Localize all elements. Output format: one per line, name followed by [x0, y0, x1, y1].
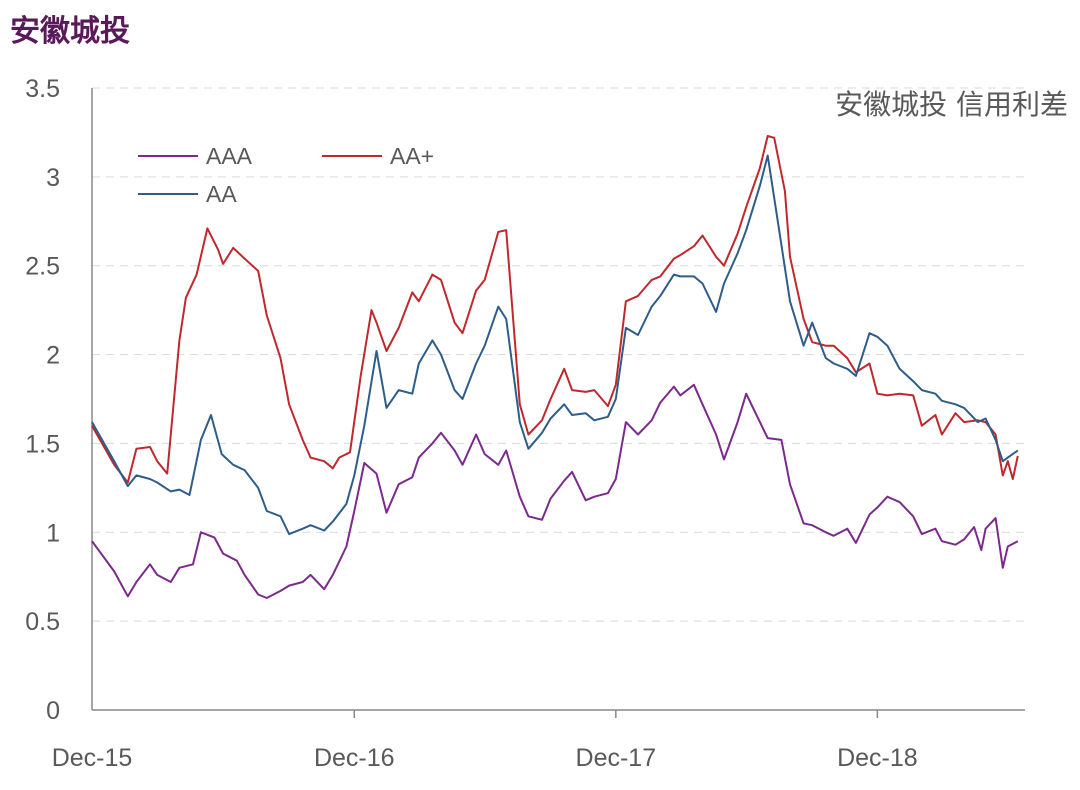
axes [91, 88, 1025, 718]
x-tick-label: Dec-16 [314, 744, 395, 772]
page-title: 安徽城投 [10, 14, 130, 49]
legend: AAA AA+ AA [138, 143, 434, 207]
series-lines [91, 135, 1019, 599]
x-tick-label: Dec-17 [576, 744, 657, 772]
legend-item-aaa: AAA [138, 143, 253, 169]
legend-label-aaa: AAA [206, 143, 253, 169]
x-tick-label: Dec-15 [52, 744, 133, 772]
y-tick-label: 3 [46, 164, 60, 192]
series-line-aa [91, 154, 1019, 536]
legend-item-aaplus: AA+ [322, 143, 434, 169]
legend-item-aa: AA [138, 181, 237, 207]
y-tick-label: 3.5 [25, 75, 60, 103]
x-tick-label: Dec-18 [837, 744, 918, 772]
y-tick-label: 1 [46, 519, 60, 547]
y-tick-label: 0 [46, 697, 60, 725]
legend-label-aaplus: AA+ [390, 143, 434, 169]
y-tick-labels: 0 0.5 1 1.5 2 2.5 3 3.5 [25, 75, 60, 725]
y-tick-label: 2.5 [25, 253, 60, 281]
series-line-aaa [91, 383, 1019, 599]
y-tick-label: 0.5 [25, 608, 60, 636]
y-tick-label: 1.5 [25, 430, 60, 458]
grid-lines [92, 87, 1025, 622]
y-tick-label: 2 [46, 342, 60, 370]
legend-label-aa: AA [206, 181, 237, 207]
x-tick-labels: Dec-15 Dec-16 Dec-17 Dec-18 [52, 744, 918, 772]
chart-subtitle: 安徽城投 信用利差 [835, 88, 1068, 121]
series-line-aaplus [91, 135, 1019, 484]
